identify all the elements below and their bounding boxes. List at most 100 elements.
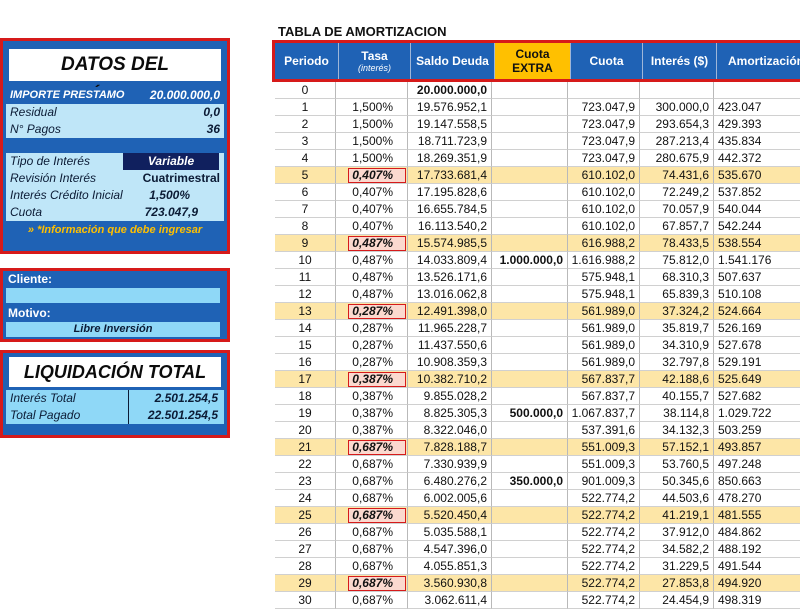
cell-cuota[interactable]: 610.102,0 (568, 201, 640, 218)
pagos-row[interactable]: N° Pagos 36 (6, 121, 224, 138)
cell-cuota[interactable]: 723.047,9 (568, 150, 640, 167)
tipo-row[interactable]: Tipo de Interés Variable (6, 153, 224, 170)
cell-saldo[interactable]: 4.547.396,0 (408, 541, 492, 558)
cell-interes[interactable]: 293.654,3 (640, 116, 714, 133)
cell-interes[interactable]: 57.152,1 (640, 439, 714, 456)
cell-cuota[interactable]: 901.009,3 (568, 473, 640, 490)
cell-saldo[interactable]: 15.574.985,5 (408, 235, 492, 252)
cell-amortizacion[interactable]: 491.544 (714, 558, 800, 575)
header-saldo[interactable]: Saldo Deuda (411, 43, 495, 79)
cell-amortizacion[interactable]: 540.044 (714, 201, 800, 218)
cell-cuota-extra[interactable] (492, 133, 568, 150)
cell-tasa[interactable]: 0,687% (336, 473, 408, 490)
table-row[interactable]: 4 1,500% 18.269.351,9 723.047,9 280.675,9 442… (275, 150, 800, 167)
table-row[interactable]: 28 0,687% 4.055.851,3 522.774,2 31.229,5 491.… (275, 558, 800, 575)
cell-tasa[interactable]: 0,387% (336, 405, 408, 422)
cell-tasa[interactable]: 0,407% (336, 184, 408, 201)
residual-row[interactable]: Residual 0,0 (6, 104, 224, 121)
cell-cuota[interactable]: 575.948,1 (568, 286, 640, 303)
cell-interes[interactable]: 34.582,2 (640, 541, 714, 558)
table-row[interactable]: 23 0,687% 6.480.276,2 350.000,0 901.009,3 50.… (275, 473, 800, 490)
cell-cuota-extra[interactable] (492, 320, 568, 337)
table-row[interactable]: 29 0,687% 3.560.930,8 522.774,2 27.853,8 494.… (275, 575, 800, 592)
cell-amortizacion[interactable] (714, 82, 800, 99)
cell-cuota-extra[interactable]: 350.000,0 (492, 473, 568, 490)
cell-cuota-extra[interactable] (492, 201, 568, 218)
table-row[interactable]: 3 1,500% 18.711.723,9 723.047,9 287.213,4 435… (275, 133, 800, 150)
cell-interes[interactable]: 34.132,3 (640, 422, 714, 439)
cell-cuota[interactable]: 551.009,3 (568, 456, 640, 473)
cell-tasa[interactable]: 0,687% (336, 524, 408, 541)
cell-saldo[interactable]: 13.526.171,6 (408, 269, 492, 286)
cell-cuota-extra[interactable]: 1.000.000,0 (492, 252, 568, 269)
cell-cuota-extra[interactable] (492, 541, 568, 558)
table-row[interactable]: 11 0,487% 13.526.171,6 575.948,1 68.310,3 507… (275, 269, 800, 286)
cell-saldo[interactable]: 13.016.062,8 (408, 286, 492, 303)
cell-cuota[interactable]: 561.989,0 (568, 320, 640, 337)
cell-cuota-extra[interactable] (492, 575, 568, 592)
cell-cuota-extra[interactable] (492, 354, 568, 371)
cell-cuota-extra[interactable] (492, 303, 568, 320)
cell-cuota-extra[interactable] (492, 218, 568, 235)
table-row[interactable]: 7 0,407% 16.655.784,5 610.102,0 70.057,9 540.… (275, 201, 800, 218)
header-interes[interactable]: Interés ($) (643, 43, 717, 79)
cell-tasa[interactable]: 0,387% (336, 388, 408, 405)
cell-interes[interactable] (640, 82, 714, 99)
table-row[interactable]: 1 1,500% 19.576.952,1 723.047,9 300.000,0 423… (275, 99, 800, 116)
cell-tasa[interactable]: 0,287% (336, 337, 408, 354)
cell-saldo[interactable]: 3.062.611,4 (408, 592, 492, 609)
cell-cuota[interactable]: 723.047,9 (568, 99, 640, 116)
credito-row[interactable]: Interés Crédito Inicial 1,500% (6, 187, 224, 204)
cell-saldo[interactable]: 8.825.305,3 (408, 405, 492, 422)
cell-cuota-extra[interactable] (492, 422, 568, 439)
cell-cuota-extra[interactable] (492, 388, 568, 405)
cell-interes[interactable]: 37.324,2 (640, 303, 714, 320)
cell-periodo[interactable]: 19 (275, 405, 336, 422)
cell-cuota-extra[interactable] (492, 235, 568, 252)
cell-saldo[interactable]: 11.437.550,6 (408, 337, 492, 354)
cell-cuota[interactable]: 567.837,7 (568, 388, 640, 405)
motivo-input[interactable]: Libre Inversión (6, 322, 220, 337)
cell-interes[interactable]: 24.454,9 (640, 592, 714, 609)
cell-cuota[interactable]: 522.774,2 (568, 592, 640, 609)
cell-saldo[interactable]: 5.035.588,1 (408, 524, 492, 541)
cell-periodo[interactable]: 2 (275, 116, 336, 133)
cell-periodo[interactable]: 8 (275, 218, 336, 235)
table-row[interactable]: 0 20.000.000,0 (275, 82, 800, 99)
table-row[interactable]: 17 0,387% 10.382.710,2 567.837,7 42.188,6 525… (275, 371, 800, 388)
cell-tasa[interactable]: 0,687% (336, 456, 408, 473)
cell-periodo[interactable]: 27 (275, 541, 336, 558)
cell-saldo[interactable]: 17.195.828,6 (408, 184, 492, 201)
cell-cuota-extra[interactable] (492, 490, 568, 507)
cell-interes[interactable]: 74.431,6 (640, 167, 714, 184)
cell-amortizacion[interactable]: 488.192 (714, 541, 800, 558)
cell-cuota[interactable]: 567.837,7 (568, 371, 640, 388)
cell-saldo[interactable]: 8.322.046,0 (408, 422, 492, 439)
cell-cuota-extra[interactable] (492, 456, 568, 473)
cell-interes[interactable]: 27.853,8 (640, 575, 714, 592)
cell-interes[interactable]: 37.912,0 (640, 524, 714, 541)
cell-interes[interactable]: 42.188,6 (640, 371, 714, 388)
residual-value[interactable]: 0,0 (203, 105, 220, 119)
cell-cuota[interactable]: 575.948,1 (568, 269, 640, 286)
cell-periodo[interactable]: 7 (275, 201, 336, 218)
cell-amortizacion[interactable]: 535.670 (714, 167, 800, 184)
cell-tasa[interactable]: 1,500% (336, 116, 408, 133)
cell-interes[interactable]: 67.857,7 (640, 218, 714, 235)
cell-interes[interactable]: 75.812,0 (640, 252, 714, 269)
cell-cuota[interactable]: 561.989,0 (568, 337, 640, 354)
cell-saldo[interactable]: 16.113.540,2 (408, 218, 492, 235)
cell-periodo[interactable]: 30 (275, 592, 336, 609)
cell-periodo[interactable]: 1 (275, 99, 336, 116)
cell-tasa[interactable]: 0,487% (336, 269, 408, 286)
table-row[interactable]: 14 0,287% 11.965.228,7 561.989,0 35.819,7 526… (275, 320, 800, 337)
cell-cuota[interactable]: 610.102,0 (568, 184, 640, 201)
cell-periodo[interactable]: 20 (275, 422, 336, 439)
cell-saldo[interactable]: 7.828.188,7 (408, 439, 492, 456)
cell-amortizacion[interactable]: 527.682 (714, 388, 800, 405)
cell-periodo[interactable]: 14 (275, 320, 336, 337)
cell-cuota-extra[interactable] (492, 439, 568, 456)
cell-cuota-extra[interactable] (492, 99, 568, 116)
table-row[interactable]: 18 0,387% 9.855.028,2 567.837,7 40.155,7 527.… (275, 388, 800, 405)
cell-interes[interactable]: 40.155,7 (640, 388, 714, 405)
